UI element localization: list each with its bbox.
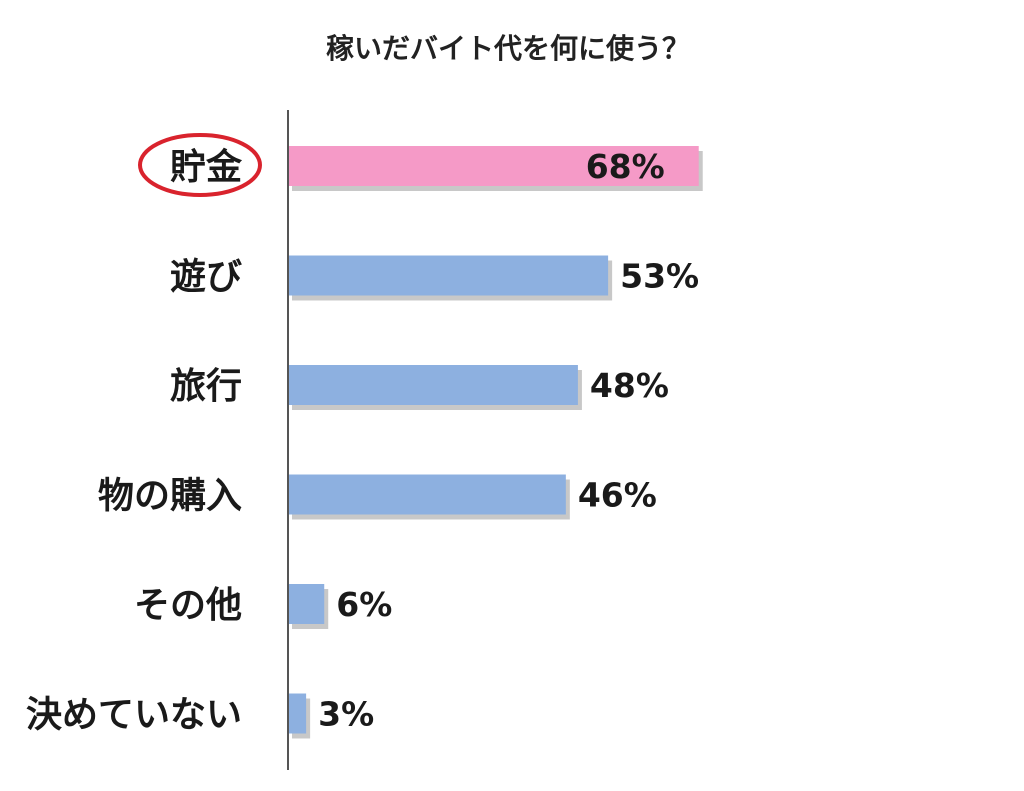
bar [288,474,566,515]
bar-row: 遊び 53% [170,255,699,301]
value-label: 3% [318,695,374,734]
bar [288,693,307,734]
category-label: その他 [134,585,242,626]
value-label: 48% [590,366,669,405]
bar-row: 旅行 48% [170,365,669,410]
bar [288,365,578,405]
category-label: 遊び [170,257,242,298]
value-label: 68% [586,147,665,186]
chart-title: 稼いだバイト代を何に使う？ [326,32,690,65]
bars-layer: 貯金 68% 遊び 53% 旅行 48% 物の購入 46% その他 6% 決めていない 3% [26,133,703,739]
highlight-circle [138,133,262,197]
bar-row: その他 6% [134,584,392,629]
category-label: 旅行 [170,366,242,407]
bar-row: 物の購入 46% [98,474,657,520]
category-label: 貯金 [170,146,243,188]
value-label: 46% [578,476,657,515]
bar-row: 貯金 68% [138,133,703,197]
bar [288,146,699,186]
bar [288,255,609,296]
value-label: 53% [620,257,699,296]
category-label: 物の購入 [98,476,242,517]
bar-row: 決めていない 3% [26,693,374,739]
value-label: 6% [336,585,392,624]
category-label: 決めていない [26,695,242,736]
bar [288,584,325,624]
